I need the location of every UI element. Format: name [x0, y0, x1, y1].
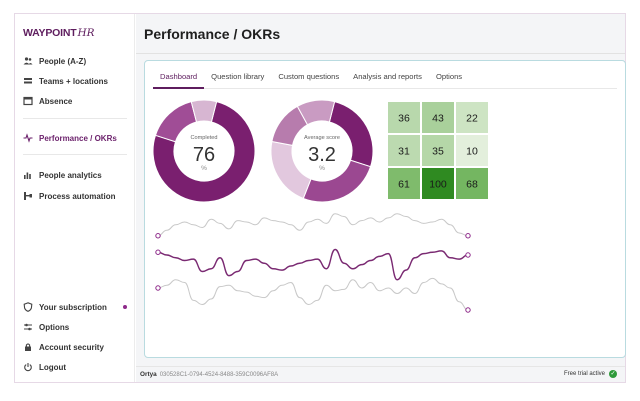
sidebar-item-performance[interactable]: Performance / OKRs [23, 131, 117, 145]
donut-segment [296, 99, 336, 126]
logo-text: WAYPOINT [23, 27, 77, 39]
series-endpoint[interactable] [155, 285, 161, 291]
heatmap-cell [422, 135, 454, 166]
heatmap-value: 61 [398, 179, 410, 191]
donut-segment [270, 140, 312, 200]
sidebar-divider [23, 118, 127, 119]
series-endpoint[interactable] [465, 233, 471, 239]
sidebar-item-label: Absence [39, 96, 73, 106]
series-endpoint[interactable] [155, 233, 161, 239]
donut-unit: % [201, 165, 207, 172]
footer-org: Ortya 030528C1-0794-4524-8488-359C0096AF8… [140, 371, 278, 378]
org-name: Ortya [140, 371, 157, 378]
sidebar-item-options[interactable]: Options [23, 320, 69, 334]
sidebar-item-security[interactable]: Account security [23, 340, 104, 354]
heatmap-value: 36 [398, 113, 410, 125]
score-heatmap: 36 43 22 31 35 10 61 100 68 [388, 102, 488, 199]
sidebar-item-label: Logout [39, 362, 67, 372]
series-line-bottom [157, 277, 469, 311]
subscription-indicator [123, 305, 127, 309]
heatmap-cell [388, 102, 420, 133]
sidebar-item-subscription[interactable]: Your subscription [23, 300, 107, 314]
sidebar-item-absence[interactable]: Absence [23, 94, 72, 108]
heatmap-value: 68 [466, 179, 478, 191]
donut-segment [190, 99, 218, 123]
power-icon [23, 362, 33, 372]
sidebar-item-label: Your subscription [39, 302, 107, 312]
title-divider [136, 53, 625, 54]
check-icon: ✓ [609, 370, 617, 378]
completed-donut [152, 99, 256, 203]
heatmap-value: 31 [398, 146, 410, 158]
series-endpoint[interactable] [155, 249, 161, 255]
heatmap-cell [456, 102, 488, 133]
main-panel: Performance / OKRs Dashboard Question li… [136, 14, 626, 382]
sidebar-item-label: People (A-Z) [39, 56, 87, 66]
dashboard-card: Dashboard Question library Custom questi… [144, 60, 626, 358]
footer-bar: Ortya 030528C1-0794-4524-8488-359C0096AF8… [136, 366, 625, 382]
sidebar-item-logout[interactable]: Logout [23, 360, 66, 374]
tab-analysis-reports[interactable]: Analysis and reports [353, 72, 422, 81]
donut-segment [302, 159, 372, 203]
heatmap-value: 43 [432, 113, 444, 125]
donut-unit: % [319, 165, 325, 172]
sidebar-item-label: People analytics [39, 170, 102, 180]
page-title: Performance / OKRs [144, 26, 281, 42]
heatmap-cell [422, 102, 454, 133]
heatmap-value: 22 [466, 113, 478, 125]
series-line-middle [157, 248, 469, 281]
pulse-icon [23, 133, 33, 143]
dashboard-visuals: Completed 76 % Average score 3.2 % 36 43 2… [152, 99, 488, 313]
heatmap-cell [422, 168, 454, 199]
bar-chart-icon [23, 170, 33, 180]
logo[interactable]: WAYPOINT HR [23, 24, 95, 42]
flow-icon [23, 191, 33, 201]
app-window: WAYPOINT HR People (A-Z) Teams + locatio… [14, 13, 626, 383]
series-endpoint[interactable] [465, 307, 471, 313]
sidebar-item-automation[interactable]: Process automation [23, 189, 115, 203]
sidebar-item-label: Teams + locations [39, 76, 108, 86]
tab-bar: Dashboard Question library Custom questi… [153, 69, 617, 89]
sidebar-item-label: Account security [39, 342, 104, 352]
logo-mark: HR [77, 27, 95, 39]
sidebar-item-people[interactable]: People (A-Z) [23, 54, 86, 68]
lock-icon [23, 342, 33, 352]
tab-options[interactable]: Options [435, 72, 463, 81]
heatmap-cell [388, 135, 420, 166]
series-endpoint[interactable] [465, 252, 471, 258]
calendar-icon [23, 96, 33, 106]
donut-value: 76 [193, 144, 215, 166]
donut-segment [152, 100, 256, 203]
teams-icon [23, 76, 33, 86]
tab-question-library[interactable]: Question library [211, 72, 265, 81]
people-icon [23, 56, 33, 66]
heatmap-cell [388, 168, 420, 199]
donut-value: 3.2 [308, 144, 336, 166]
heatmap-value: 35 [432, 146, 444, 158]
series-line-top [157, 213, 469, 237]
heatmap-cell [456, 168, 488, 199]
tab-custom-questions[interactable]: Custom questions [278, 72, 340, 81]
org-id: 030528C1-0794-4524-8488-359C0096AF8A [159, 372, 279, 378]
sidebar-item-label: Options [39, 322, 70, 332]
sidebar-item-label: Performance / OKRs [39, 133, 117, 143]
sidebar-item-analytics[interactable]: People analytics [23, 168, 102, 182]
sidebar-item-teams[interactable]: Teams + locations [23, 74, 108, 88]
trial-status-text: Free trial active [563, 371, 605, 377]
heatmap-cell [456, 135, 488, 166]
donut-label: Completed [190, 135, 217, 141]
heatmap-value: 100 [429, 179, 447, 191]
trend-lines-chart [155, 213, 471, 313]
tab-dashboard[interactable]: Dashboard [153, 69, 205, 89]
average-score-donut [270, 99, 374, 203]
shield-icon [23, 302, 33, 312]
sidebar: WAYPOINT HR People (A-Z) Teams + locatio… [15, 14, 135, 382]
trial-status[interactable]: Free trial active ✓ [564, 370, 617, 378]
sidebar-item-label: Process automation [39, 191, 116, 201]
sidebar-divider [23, 154, 127, 155]
sliders-icon [23, 322, 33, 332]
donut-label: Average score [304, 135, 340, 141]
heatmap-value: 10 [466, 146, 478, 158]
